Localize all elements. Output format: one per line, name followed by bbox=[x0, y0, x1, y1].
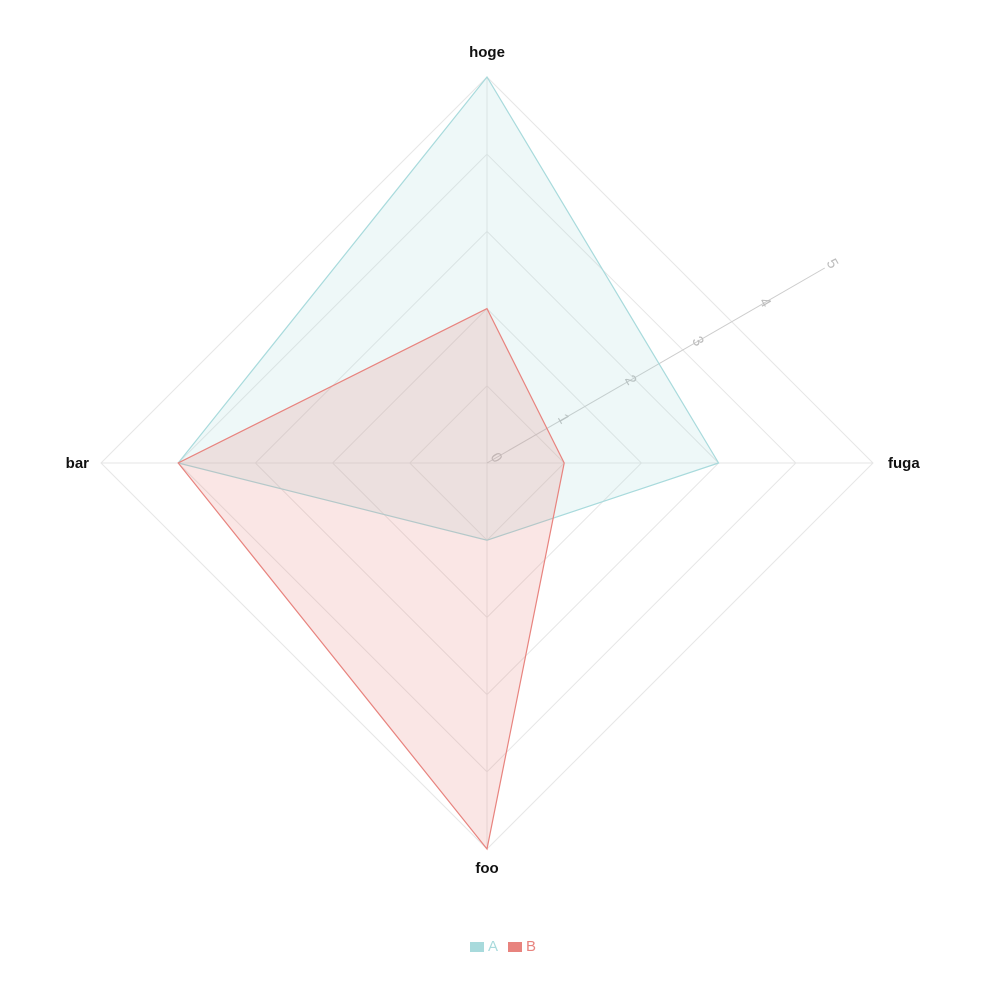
legend-label-a: A bbox=[487, 938, 498, 955]
axis-label-bar: bar bbox=[66, 455, 90, 472]
tick-axis-line bbox=[486, 267, 825, 464]
series-b-area[interactable] bbox=[177, 307, 565, 851]
axis-label-hoge: hoge bbox=[469, 44, 505, 61]
radar-spokes bbox=[101, 77, 873, 849]
axis-label-foo: foo bbox=[475, 860, 498, 877]
tick-label-4: 4 bbox=[755, 295, 774, 311]
legend-swatch-a bbox=[469, 941, 484, 952]
axis-label-fuga: fuga bbox=[888, 455, 920, 472]
legend-item-a[interactable]: A bbox=[469, 938, 498, 955]
legend-swatch-b bbox=[508, 941, 522, 952]
legend-label-b: B bbox=[526, 938, 537, 955]
series-a-area[interactable] bbox=[177, 75, 720, 541]
series-layer bbox=[177, 75, 720, 851]
axis-labels: hoge fuga foo bar bbox=[66, 44, 921, 877]
tick-label-5: 5 bbox=[823, 256, 842, 272]
tick-label-3: 3 bbox=[688, 333, 707, 349]
legend: A B bbox=[0, 938, 1006, 955]
legend-item-b[interactable]: B bbox=[508, 938, 536, 955]
